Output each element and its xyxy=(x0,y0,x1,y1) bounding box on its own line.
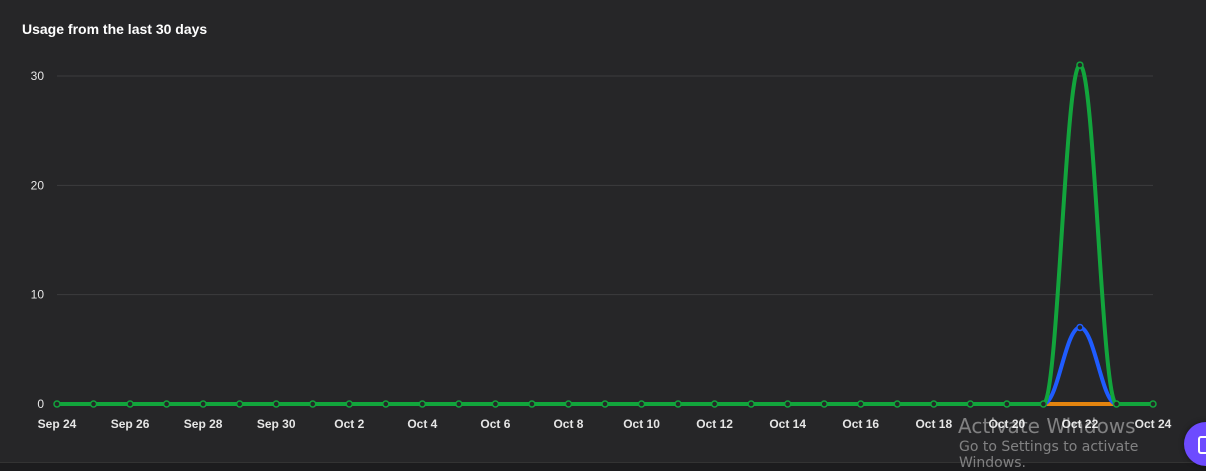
data-point-green xyxy=(89,400,98,408)
data-point-green xyxy=(455,400,463,408)
data-point-green xyxy=(528,400,536,408)
x-tick-label: Sep 24 xyxy=(38,417,77,431)
x-tick-label: Oct 6 xyxy=(480,417,510,431)
data-point-green xyxy=(1003,400,1011,408)
data-point-green xyxy=(856,400,865,408)
x-tick-label: Sep 28 xyxy=(184,417,223,431)
data-point-green xyxy=(747,400,755,408)
x-tick-label: Oct 22 xyxy=(1062,417,1099,431)
x-tick-label: Sep 26 xyxy=(111,417,150,431)
x-tick-label: Oct 16 xyxy=(842,417,879,431)
data-point-green xyxy=(637,400,646,408)
x-tick-label: Oct 14 xyxy=(769,417,806,431)
data-point-green xyxy=(418,400,427,408)
x-tick-label: Oct 10 xyxy=(623,417,660,431)
data-point-green xyxy=(126,400,134,408)
data-point-blue xyxy=(1076,323,1084,332)
activate-windows-watermark: Activate Windows xyxy=(958,414,1136,438)
series-line-blue xyxy=(55,325,1155,406)
data-point-green xyxy=(1039,400,1048,408)
data-point-green xyxy=(893,400,902,408)
y-tick-label-0: 0 xyxy=(37,397,44,411)
data-point-green xyxy=(345,400,354,408)
data-point-green xyxy=(235,400,244,408)
chat-launcher-button[interactable] xyxy=(1184,422,1206,466)
data-point-green xyxy=(601,400,609,408)
data-point-green xyxy=(820,400,828,408)
data-point-green xyxy=(308,400,317,408)
data-point-green xyxy=(1076,61,1084,69)
data-point-green xyxy=(162,400,171,408)
data-point-green xyxy=(710,400,719,408)
data-point-green xyxy=(564,400,573,408)
data-point-green xyxy=(199,400,207,408)
x-tick-label: Oct 4 xyxy=(407,417,437,431)
x-tick-label: Oct 2 xyxy=(334,417,364,431)
series-line-green xyxy=(55,63,1155,406)
y-tick-label-20: 20 xyxy=(31,178,45,192)
data-point-green xyxy=(674,400,682,408)
data-point-green xyxy=(1149,400,1157,408)
x-tick-label: Oct 8 xyxy=(553,417,583,431)
data-point-green xyxy=(1112,400,1121,408)
x-tick-label: Oct 18 xyxy=(915,417,952,431)
data-point-green xyxy=(966,400,975,408)
data-point-green xyxy=(491,400,500,408)
data-point-green xyxy=(272,400,280,408)
x-tick-label: Sep 30 xyxy=(257,417,296,431)
y-tick-label-30: 30 xyxy=(31,69,45,83)
data-point-green xyxy=(382,400,390,408)
activate-windows-subtext: Go to Settings to activate Windows. xyxy=(959,439,1139,471)
chart-title: Usage from the last 30 days xyxy=(22,21,208,37)
x-tick-label: Oct 24 xyxy=(1135,417,1172,431)
chat-icon xyxy=(1198,436,1206,454)
data-point-green xyxy=(783,400,792,408)
data-point-green xyxy=(930,400,938,408)
x-tick-label: Oct 12 xyxy=(696,417,733,431)
y-tick-label-10: 10 xyxy=(31,288,45,302)
x-tick-label: Oct 20 xyxy=(989,417,1026,431)
data-point-green xyxy=(53,400,61,408)
